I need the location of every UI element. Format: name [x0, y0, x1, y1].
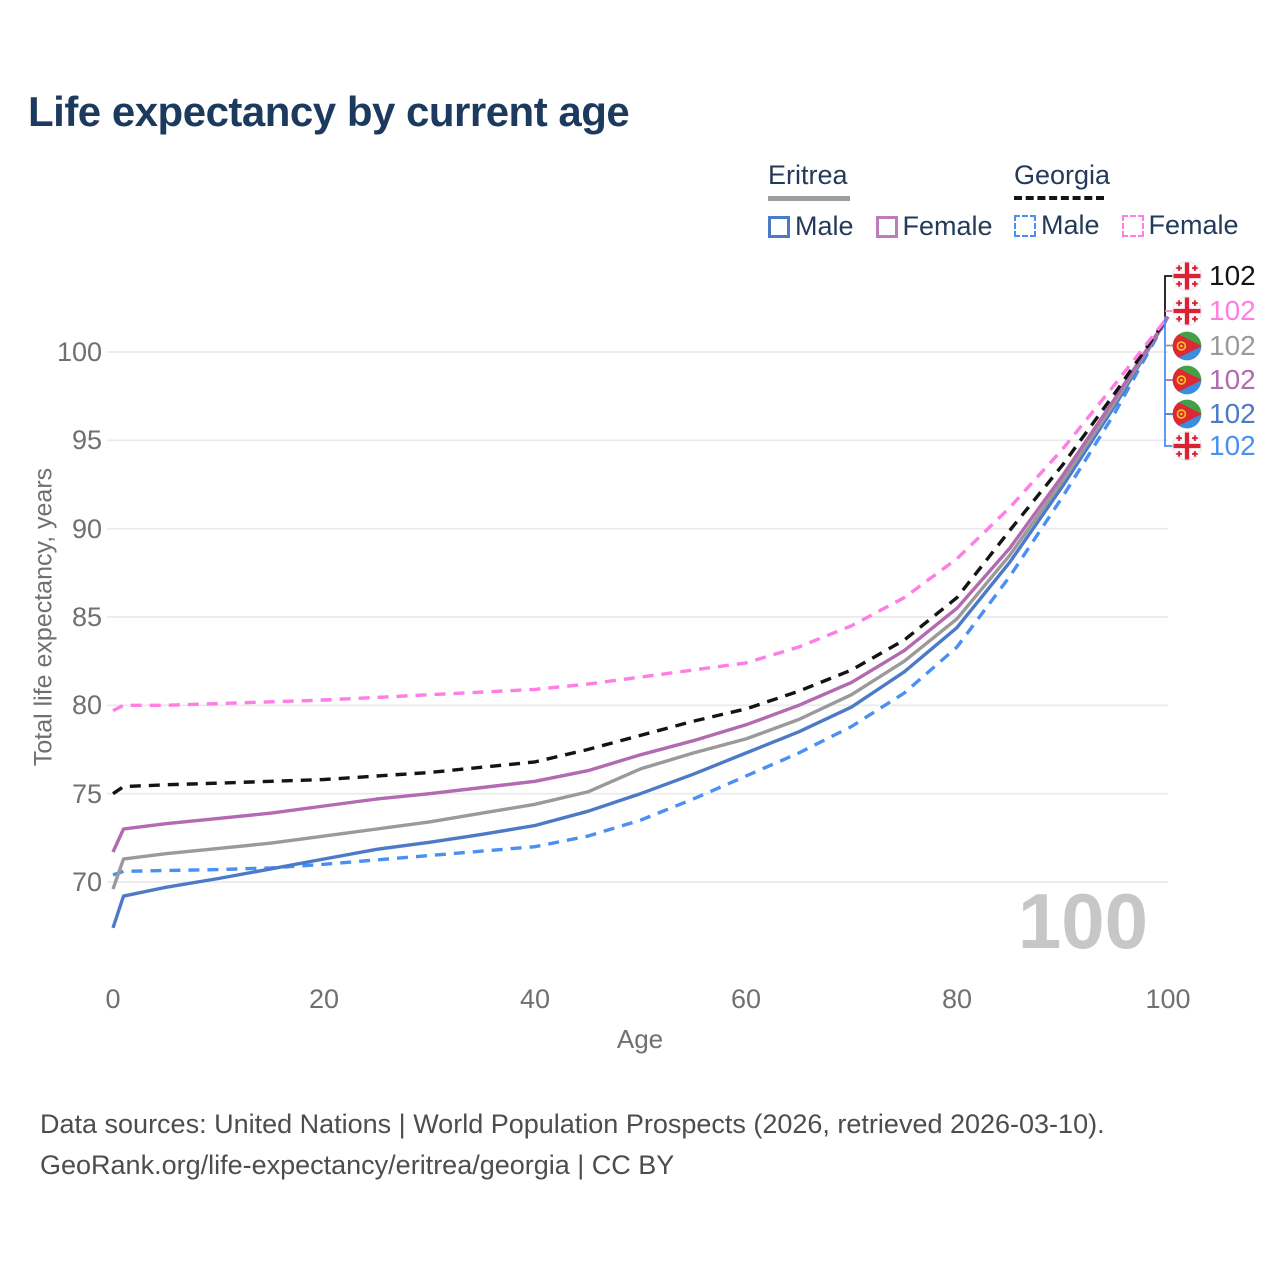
age-counter-watermark: 100 — [1018, 877, 1148, 965]
end-label-row-eritrea: 102 — [1172, 330, 1256, 362]
legend-item-label: Female — [902, 211, 993, 241]
legend-item-georgia-female[interactable]: Female — [1121, 210, 1239, 241]
page-title: Life expectancy by current age — [28, 88, 630, 135]
end-value: 102 — [1209, 260, 1256, 291]
georgia-flag-icon — [1172, 261, 1202, 291]
eritrea-female-swatch-icon — [875, 215, 898, 238]
georgia-female-swatch-icon — [1121, 214, 1144, 237]
end-value: 102 — [1209, 295, 1256, 326]
attribution-text: GeoRank.org/life-expectancy/eritrea/geor… — [40, 1150, 675, 1180]
x-tick-label-20: 20 — [308, 984, 340, 1014]
legend-item-label: Male — [795, 211, 854, 241]
end-label-row-eritrea-female: 102 — [1172, 364, 1256, 396]
x-tick-label-40: 40 — [519, 984, 551, 1014]
end-label-row-georgia-female: 102 — [1172, 295, 1256, 327]
y-tick-label-80: 80 — [71, 690, 102, 721]
data-sources-text: Data sources: United Nations | World Pop… — [40, 1109, 1105, 1139]
legend-item-georgia-male[interactable]: Male — [1014, 210, 1100, 241]
series-line-georgia-female-female[interactable] — [112, 315, 1170, 713]
y-tick-label-85: 85 — [71, 602, 102, 632]
end-value: 102 — [1209, 364, 1256, 395]
y-tick-label-75: 75 — [71, 778, 102, 809]
end-label-row-eritrea-male: 102 — [1172, 398, 1256, 430]
series-line-georgia-total[interactable] — [112, 315, 1170, 796]
solid-line-sample — [768, 196, 850, 201]
legend-item-eritrea-female[interactable]: Female — [875, 211, 993, 242]
legend-item-label: Male — [1041, 210, 1100, 240]
end-label-row-georgia-male: 102 — [1172, 430, 1256, 462]
georgia-flag-icon — [1172, 296, 1202, 326]
x-axis-title: Age — [616, 1024, 664, 1054]
end-value: 102 — [1209, 329, 1256, 361]
series-line-georgia-male-male[interactable] — [112, 315, 1170, 877]
x-tick-label-60: 60 — [730, 984, 762, 1014]
leader-georgia-male — [1164, 316, 1173, 447]
georgia-flag-icon — [1172, 431, 1202, 461]
end-value: 102 — [1209, 398, 1256, 429]
series-line-eritrea-total[interactable] — [111, 315, 1170, 890]
eritrea-flag-icon — [1172, 399, 1202, 429]
eritrea-flag-icon — [1172, 331, 1202, 360]
eritrea-male-swatch-icon — [768, 215, 790, 238]
legend-group-eritrea: Eritrea Male Female — [768, 160, 993, 242]
end-label-row-georgia: 102 — [1172, 260, 1256, 292]
leader-georgia-total — [1164, 275, 1173, 317]
x-tick-label-80: 80 — [941, 984, 973, 1014]
y-tick-label-95: 95 — [71, 425, 102, 456]
footer: Data sources: United Nations | World Pop… — [40, 1104, 1105, 1186]
legend-country-label: Eritrea — [768, 160, 848, 190]
legend-group-georgia: Georgia Male Female — [1014, 160, 1239, 241]
y-tick-label-100: 100 — [56, 337, 102, 367]
georgia-male-swatch-icon — [1014, 214, 1036, 237]
legend-country-label: Georgia — [1014, 160, 1111, 190]
legend-item-label: Female — [1148, 210, 1239, 240]
eritrea-flag-icon — [1172, 365, 1202, 395]
x-tick-label-100: 100 — [1145, 984, 1191, 1014]
x-tick-label-0: 0 — [105, 984, 121, 1014]
legend-item-eritrea-male[interactable]: Male — [768, 211, 854, 242]
series-line-eritrea-female-female[interactable] — [111, 315, 1170, 853]
y-tick-label-70: 70 — [71, 867, 102, 897]
legend-country-georgia[interactable]: Georgia — [1014, 160, 1239, 200]
legend-country-eritrea[interactable]: Eritrea — [768, 160, 993, 201]
series-line-eritrea-male-male[interactable] — [111, 315, 1170, 929]
y-tick-label-90: 90 — [71, 513, 102, 544]
end-value: 102 — [1209, 430, 1256, 461]
dashed-line-sample — [1014, 196, 1104, 200]
